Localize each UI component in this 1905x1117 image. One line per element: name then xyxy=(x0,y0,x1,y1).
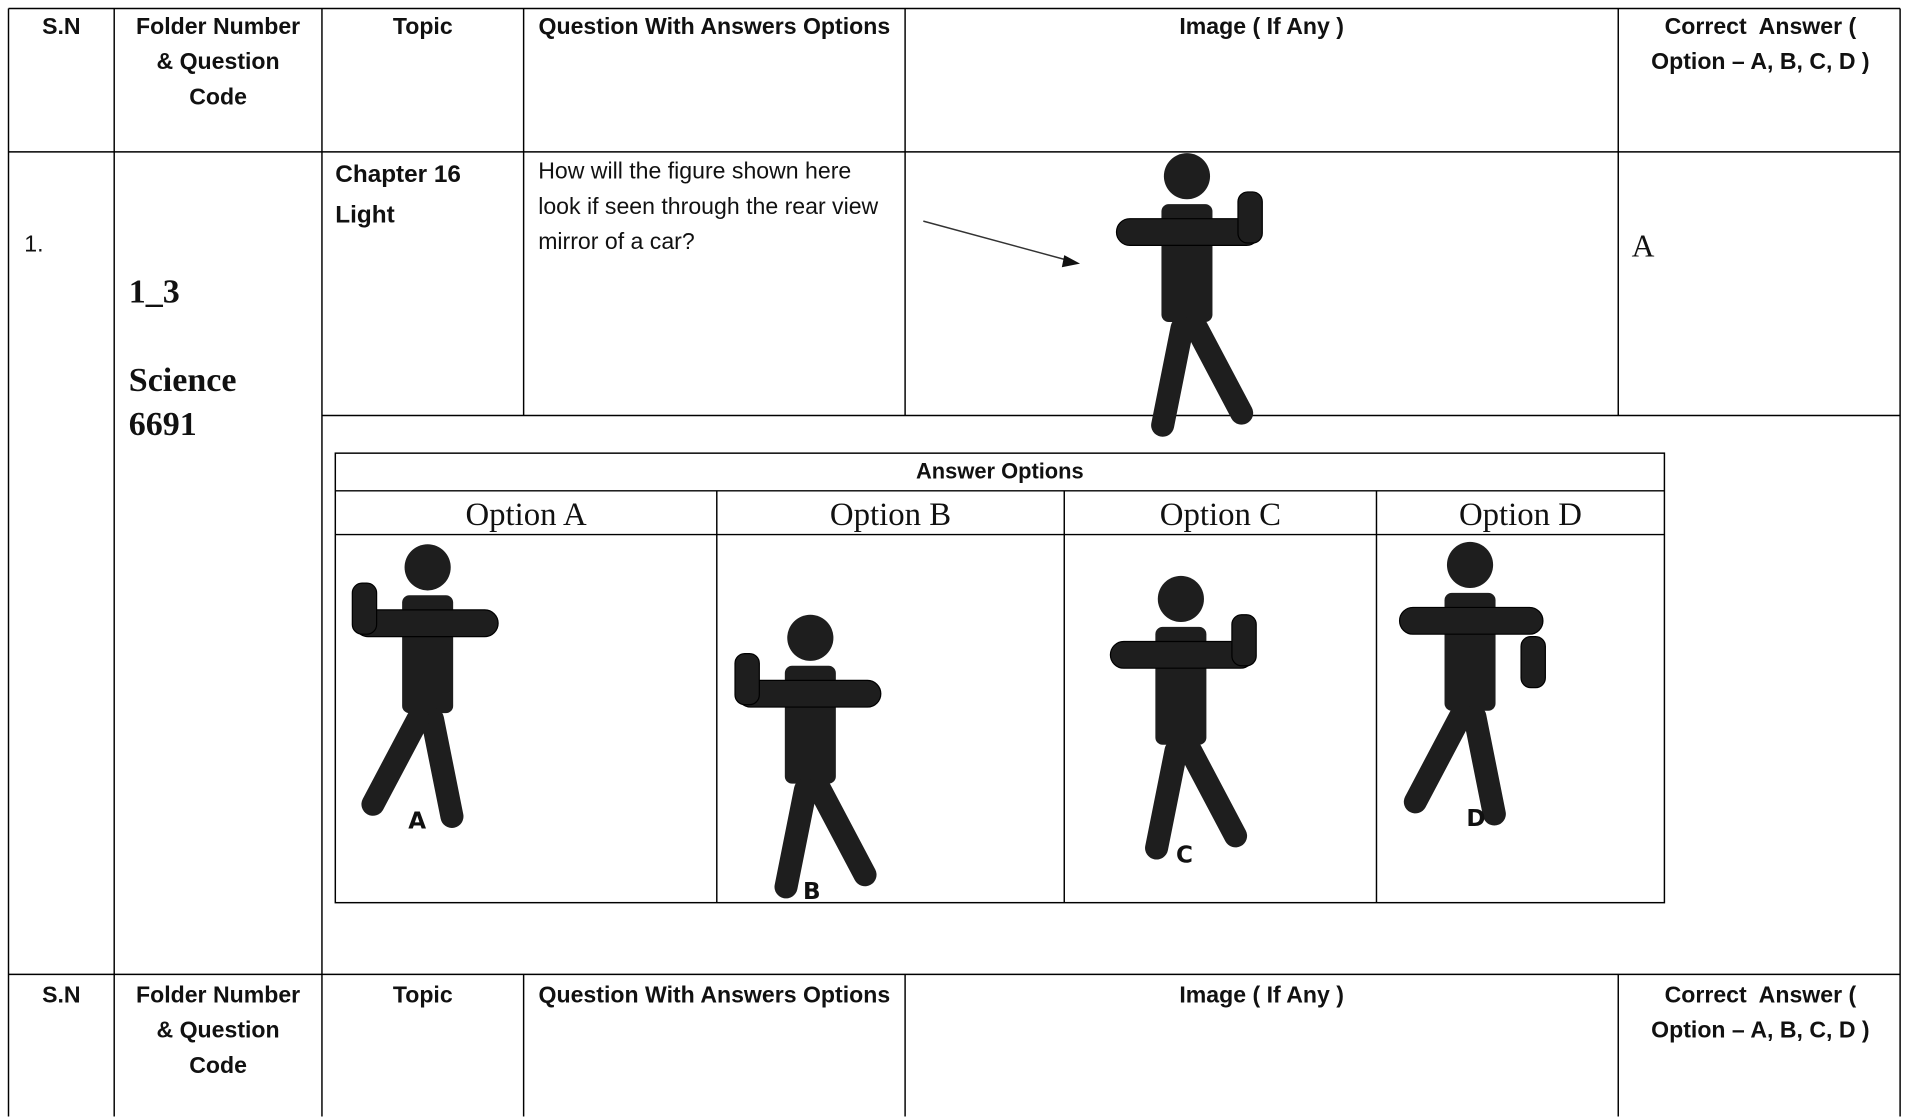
figure-label: B xyxy=(803,878,821,906)
header-cell: Image ( If Any ) xyxy=(1179,982,1344,1009)
header-cell: Question With Answers Options xyxy=(538,14,891,41)
header-cell: Topic xyxy=(392,14,453,41)
header-cell: Topic xyxy=(392,982,453,1009)
header-cell: S.N xyxy=(42,982,81,1009)
header-cell: Question With Answers Options xyxy=(538,982,891,1009)
folder-number: 1_3 xyxy=(128,273,180,312)
table-lines xyxy=(7,7,1901,1117)
correct-answer: A xyxy=(1631,228,1655,264)
figure-c xyxy=(1109,575,1257,848)
header-cell: Folder Number & Question Code xyxy=(135,14,307,111)
header-cell: Correct Answer ( Option – A, B, C, D ) xyxy=(1651,14,1870,76)
option-label: Option B xyxy=(829,495,952,533)
header-cell: Image ( If Any ) xyxy=(1179,14,1344,41)
header-cell: S.N xyxy=(42,14,81,41)
option-label: Option C xyxy=(1159,495,1281,533)
topic: Chapter 16 Light xyxy=(335,161,461,229)
question-text: How will the figure shown here look if s… xyxy=(538,159,885,256)
question-figure xyxy=(1115,153,1263,425)
figure-label: C xyxy=(1176,841,1193,869)
header-cell: Correct Answer ( Option – A, B, C, D ) xyxy=(1651,982,1870,1044)
option-label: Option A xyxy=(465,495,587,533)
answer-options-title: Answer Options xyxy=(916,459,1084,484)
serial-number: 1. xyxy=(24,232,44,258)
figure-label: D xyxy=(1466,805,1486,833)
figure-a xyxy=(351,544,499,816)
figure-label: A xyxy=(408,807,427,835)
figure-d xyxy=(1398,541,1546,814)
option-label: Option D xyxy=(1458,495,1582,533)
header-cell: Folder Number & Question Code xyxy=(135,982,307,1079)
arrow xyxy=(923,220,1081,268)
figure-b xyxy=(734,614,882,887)
question-code: Science 6691 xyxy=(128,362,237,444)
